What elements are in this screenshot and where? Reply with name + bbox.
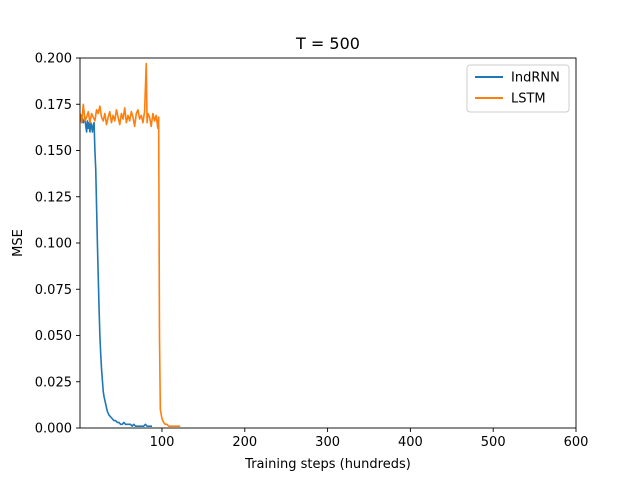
x-tick-label: 100	[150, 435, 175, 450]
x-tick-label: 200	[232, 435, 257, 450]
legend: IndRNN LSTM	[466, 64, 570, 113]
y-tick-label: 0.050	[35, 329, 72, 344]
y-tick-label: 0.125	[35, 190, 72, 205]
plot-area	[80, 62, 181, 427]
legend-label-lstm: LSTM	[511, 92, 546, 107]
y-tick-label: 0.025	[35, 375, 72, 390]
y-tick-label: 0.000	[35, 422, 72, 437]
y-axis-label: MSE	[11, 229, 26, 257]
x-tick-label: 500	[481, 435, 506, 450]
chart-title: T = 500	[295, 34, 360, 53]
x-tick-label: 600	[564, 435, 589, 450]
series-layer	[80, 62, 181, 427]
ticks-layer: 100 200 300 400 500 600 0.000 0.025 0.050 0.075 0.…	[35, 52, 589, 451]
y-tick-label: 0.100	[35, 237, 72, 252]
series-line-indrnn	[80, 114, 153, 427]
x-axis-label: Training steps (hundreds)	[244, 457, 411, 472]
series-line-lstm	[80, 62, 181, 427]
x-tick-label: 400	[398, 435, 423, 450]
y-tick-label: 0.075	[35, 283, 72, 298]
y-tick-label: 0.200	[35, 52, 72, 67]
legend-label-indrnn: IndRNN	[511, 71, 560, 86]
y-tick-label: 0.150	[35, 144, 72, 159]
x-tick-label: 300	[315, 435, 340, 450]
y-tick-label: 0.175	[35, 98, 72, 113]
